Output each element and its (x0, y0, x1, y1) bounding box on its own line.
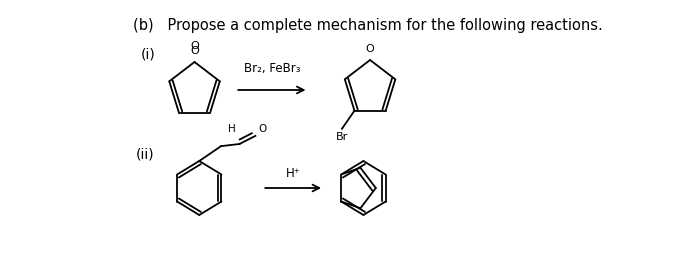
Text: H⁺: H⁺ (286, 167, 300, 180)
Text: (ii): (ii) (136, 148, 154, 162)
Text: Br₂, FeBr₃: Br₂, FeBr₃ (244, 62, 300, 75)
Text: O: O (190, 41, 199, 51)
Text: (i): (i) (141, 48, 155, 62)
Text: H: H (228, 124, 236, 134)
Text: O: O (365, 44, 375, 54)
Text: (b)   Propose a complete mechanism for the following reactions.: (b) Propose a complete mechanism for the… (133, 18, 603, 33)
Text: O: O (258, 124, 267, 134)
Text: O: O (190, 46, 199, 56)
Text: Br: Br (336, 132, 348, 142)
